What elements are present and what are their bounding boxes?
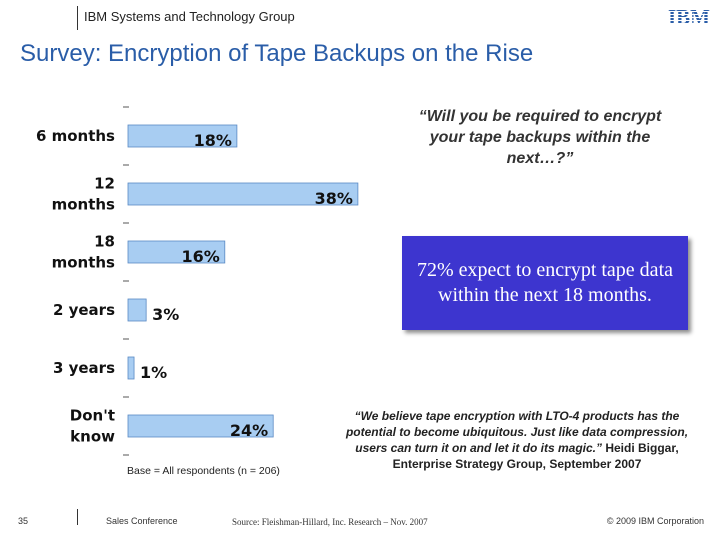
header-divider [77, 6, 78, 30]
ibm-logo-text: IBM [668, 6, 710, 28]
analyst-quote: “We believe tape encryption with LTO-4 p… [334, 408, 700, 472]
value-label: 3% [152, 305, 179, 324]
callout-box: 72% expect to encrypt tape data within t… [402, 236, 688, 330]
category-label: months [52, 254, 115, 272]
category-label: Don't [70, 407, 115, 425]
category-label: 2 years [53, 301, 115, 319]
slide-title: Survey: Encryption of Tape Backups on th… [20, 40, 534, 67]
quote-text: “We believe tape encryption with LTO-4 p… [345, 409, 689, 455]
category-label: 6 months [36, 127, 115, 145]
quote-attribution: Heidi Biggar, Enterprise Strategy Group,… [392, 441, 679, 471]
base-note: Base = All respondents (n = 206) [127, 465, 280, 477]
page-number: 35 [18, 516, 29, 526]
category-label: 12 [94, 175, 115, 193]
bar [127, 414, 274, 438]
header-group-name: IBM Systems and Technology Group [84, 9, 295, 24]
category-label: know [70, 428, 115, 446]
ibm-logo: IBM [664, 5, 714, 33]
value-label: 38% [315, 189, 353, 208]
conference-name: Sales Conference [106, 516, 178, 526]
value-label: 1% [140, 363, 167, 382]
value-label: 16% [182, 247, 220, 266]
survey-question: “Will you be required to encrypt your ta… [418, 108, 662, 167]
bar [127, 298, 147, 322]
value-label: 24% [230, 421, 268, 440]
category-label: 3 years [53, 359, 115, 377]
callout-text: 72% expect to encrypt tape data within t… [417, 259, 673, 306]
value-label: 18% [194, 131, 232, 150]
bar [127, 124, 238, 148]
category-label: months [52, 196, 115, 214]
bar [127, 240, 226, 264]
source-note: Source: Fleishman-Hillard, Inc. Research… [232, 517, 428, 527]
copyright: © 2009 IBM Corporation [606, 516, 704, 526]
bar [127, 356, 135, 380]
footer-divider [77, 509, 78, 525]
bar [127, 182, 359, 206]
category-label: 18 [94, 233, 115, 251]
